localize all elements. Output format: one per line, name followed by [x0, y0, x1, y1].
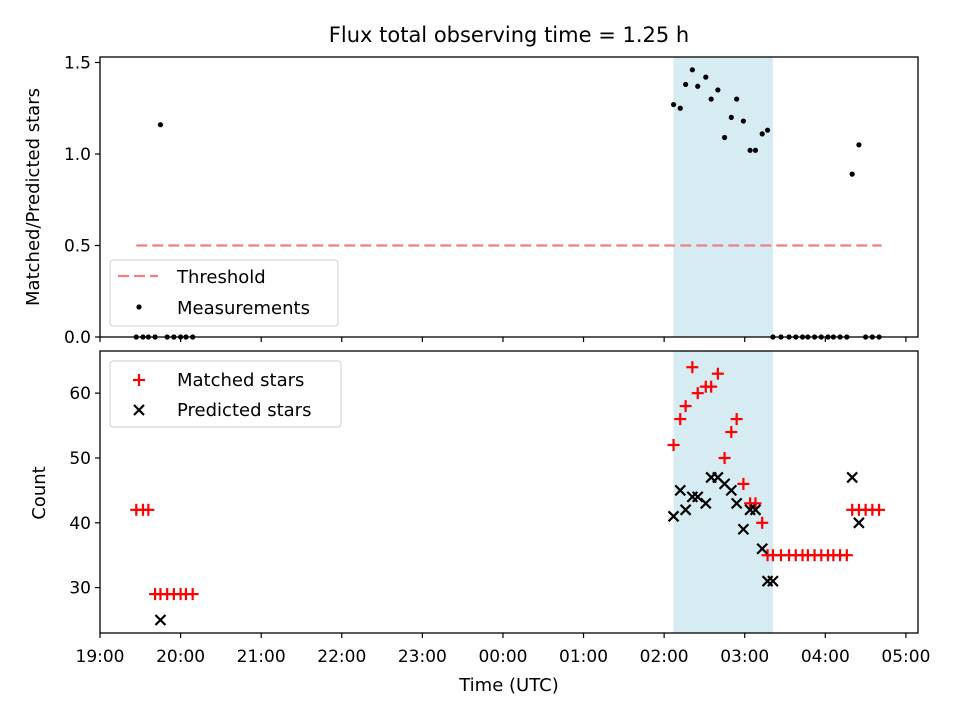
measurement-point	[157, 122, 164, 128]
x-tick-label: 04:00	[801, 647, 850, 667]
top-legend-box	[109, 259, 339, 327]
predicted-star-point	[749, 504, 762, 516]
predicted-star-point	[154, 614, 167, 626]
chart-title: Flux total observing time = 1.25 h	[329, 23, 689, 47]
measurement-point	[703, 74, 709, 80]
bottom-highlight-span	[673, 351, 773, 633]
measurement-point	[849, 171, 855, 177]
top-y-axis: 0.0 0.5 1.0 1.5	[64, 53, 100, 348]
top-panel: 0.0 0.5 1.0 1.5 Matched/Predicted stars Thr…	[23, 53, 919, 348]
bottom-y-tick-label: 50	[69, 449, 91, 469]
matched-star-point	[691, 387, 704, 400]
top-y-tick-label: 0.5	[64, 236, 91, 256]
matched-star-point	[730, 413, 743, 426]
matched-star-point	[186, 588, 199, 601]
x-tick-label: 00:00	[478, 647, 527, 667]
measurement-point	[759, 131, 765, 137]
matched-star-point	[667, 439, 680, 451]
x-tick-label: 03:00	[720, 647, 769, 667]
top-y-tick-label: 1.0	[64, 145, 91, 165]
x-tick-label: 20:00	[156, 647, 205, 667]
matched-star-point	[711, 367, 724, 380]
measurement-point	[747, 147, 753, 153]
predicted-star-point	[674, 484, 687, 497]
x-tick-label: 21:00	[237, 647, 286, 667]
bottom-y-tick-label: 40	[69, 514, 91, 534]
measurement-point	[764, 127, 771, 133]
x-tick-label: 23:00	[398, 647, 447, 667]
matched-star-point	[737, 477, 750, 490]
matched-star-point	[686, 361, 699, 374]
top-plot-frame	[99, 56, 919, 338]
measurement-point	[683, 81, 689, 88]
legend-measurements-label: Measurements	[177, 298, 310, 319]
predicted-star-point	[691, 491, 704, 503]
x-tick-label: 01:00	[559, 647, 608, 667]
matched-star-point	[756, 516, 769, 529]
matched-star-point	[749, 497, 762, 510]
measurement-point	[677, 105, 683, 111]
matched-star-point	[725, 426, 738, 439]
measurement-point	[695, 83, 701, 89]
legend-predicted-label: Predicted stars	[177, 400, 311, 421]
predicted-star-point	[853, 517, 865, 529]
top-y-tick-label: 0.0	[64, 328, 91, 348]
predicted-star-point	[846, 471, 858, 484]
matched-star-point	[674, 413, 687, 426]
x-axis-label: Time (UTC)	[458, 675, 559, 696]
measurement-point	[670, 101, 677, 108]
matched-star-point	[142, 503, 155, 516]
bottom-y-axis: 30 40 50 60	[69, 384, 100, 599]
measurement-point	[728, 114, 734, 120]
measurement-point	[708, 96, 714, 102]
predicted-star-point	[737, 523, 750, 536]
matched-star-point	[679, 400, 692, 413]
matched-star-point	[718, 451, 731, 464]
legend-predicted-swatch	[133, 404, 145, 416]
bottom-y-axis-label: Count	[29, 466, 50, 519]
predicted-star-point	[679, 504, 692, 516]
bottom-y-tick-label: 60	[69, 384, 91, 404]
matched-stars-points	[130, 361, 886, 601]
legend-matched-swatch	[133, 374, 145, 386]
top-y-tick-label: 1.5	[64, 53, 91, 73]
predicted-star-point	[667, 510, 680, 523]
bottom-y-tick-label: 30	[69, 579, 91, 599]
measurement-point	[856, 142, 862, 148]
x-tick-label: 02:00	[640, 647, 689, 667]
top-highlight-span	[673, 57, 773, 337]
measurement-point	[715, 87, 721, 93]
legend-matched-label: Matched stars	[177, 370, 304, 391]
x-tick-label: 22:00	[317, 647, 366, 667]
measurement-point	[689, 67, 695, 73]
predicted-star-point	[767, 575, 779, 587]
predicted-star-point	[699, 497, 712, 510]
matched-star-point	[873, 503, 886, 516]
predicted-star-point	[756, 542, 768, 555]
legend-measurements-swatch	[136, 304, 142, 310]
bottom-legend: Matched stars Predicted stars	[109, 360, 342, 428]
matched-star-point	[840, 549, 853, 562]
predicted-stars-points	[154, 471, 865, 626]
predicted-star-point	[730, 497, 743, 510]
measurement-point	[734, 96, 740, 102]
measurement-point	[740, 118, 746, 124]
top-x-ticks	[99, 337, 907, 342]
bottom-legend-box	[109, 360, 342, 428]
top-legend: Threshold Measurements	[109, 259, 339, 327]
x-tick-label: 05:00	[881, 647, 930, 667]
x-tick-label: 19:00	[76, 647, 125, 667]
bottom-plot-frame	[99, 350, 919, 634]
measurement-point	[721, 134, 728, 141]
predicted-star-point	[725, 484, 738, 497]
bottom-panel: 30 40 50 60 19:00 20:00 21:00 22:00 23:00 00:00 0…	[29, 350, 930, 696]
matched-star-point	[705, 380, 718, 393]
legend-threshold-label: Threshold	[176, 267, 266, 288]
measurement-point	[752, 147, 759, 153]
top-y-axis-label: Matched/Predicted stars	[23, 88, 44, 306]
bottom-x-axis: 19:00 20:00 21:00 22:00 23:00 00:00 01:00 02:00…	[76, 633, 930, 667]
